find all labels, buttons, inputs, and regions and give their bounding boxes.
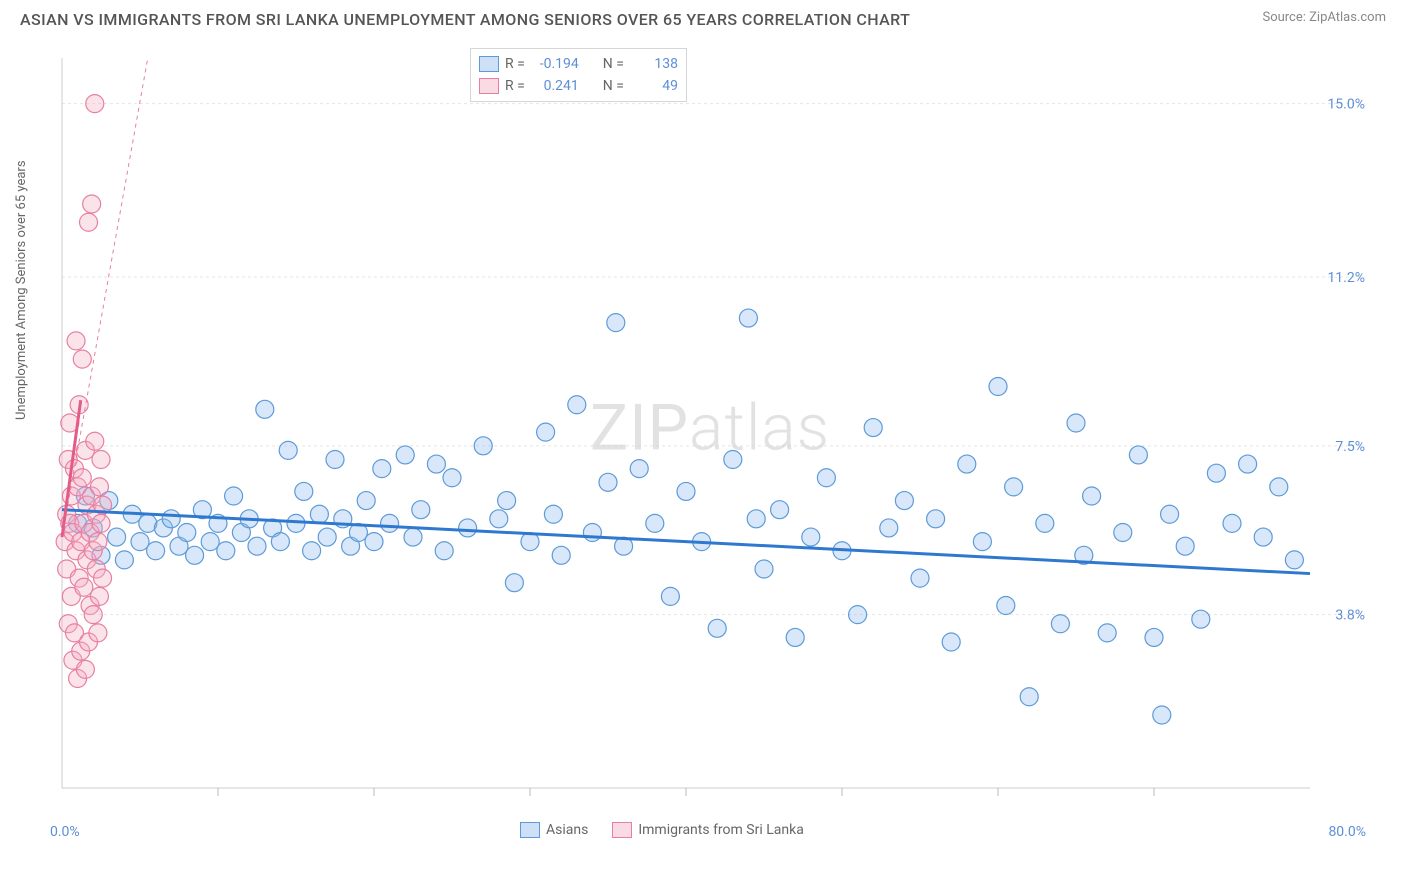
r-value: -0.194	[531, 56, 579, 72]
legend-label: Immigrants from Sri Lanka	[638, 822, 803, 838]
n-value: 49	[630, 78, 678, 94]
x-max-label: 80.0%	[1328, 824, 1366, 840]
correlation-legend-row: R = 0.241 N = 49	[479, 75, 678, 97]
swatch-icon	[479, 56, 499, 72]
legend-item: Asians	[520, 822, 588, 838]
n-label: N =	[603, 78, 624, 94]
n-label: N =	[603, 56, 624, 72]
svg-text:3.8%: 3.8%	[1335, 608, 1365, 624]
swatch-icon	[520, 822, 540, 838]
swatch-icon	[612, 822, 632, 838]
chart-title: ASIAN VS IMMIGRANTS FROM SRI LANKA UNEMP…	[20, 10, 910, 29]
n-value: 138	[630, 56, 678, 72]
svg-text:7.5%: 7.5%	[1335, 439, 1365, 455]
correlation-legend: R = -0.194 N = 138 R = 0.241 N = 49	[470, 48, 687, 102]
series-legend: Asians Immigrants from Sri Lanka	[520, 822, 804, 838]
r-label: R =	[505, 56, 525, 72]
svg-text:11.2%: 11.2%	[1327, 270, 1365, 286]
x-min-label: 0.0%	[50, 824, 80, 840]
source-label: Source: ZipAtlas.com	[1262, 10, 1386, 25]
legend-label: Asians	[546, 822, 588, 838]
y-axis-label: Unemployment Among Seniors over 65 years	[14, 160, 29, 420]
svg-text:15.0%: 15.0%	[1327, 97, 1365, 113]
legend-item: Immigrants from Sri Lanka	[612, 822, 803, 838]
swatch-icon	[479, 78, 499, 94]
r-label: R =	[505, 78, 525, 94]
scatter-plot: 3.8%7.5%11.2%15.0% ZIPatlas	[50, 48, 1370, 808]
r-value: 0.241	[531, 78, 579, 94]
correlation-legend-row: R = -0.194 N = 138	[479, 53, 678, 75]
